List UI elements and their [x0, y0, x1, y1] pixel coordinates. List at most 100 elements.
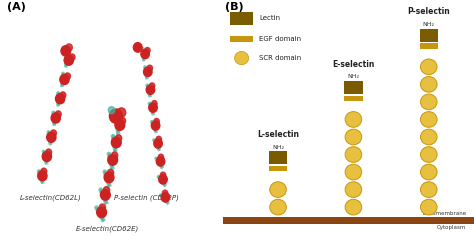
- Circle shape: [156, 157, 165, 166]
- Circle shape: [144, 67, 152, 77]
- Polygon shape: [42, 150, 48, 164]
- Circle shape: [163, 190, 168, 196]
- Circle shape: [151, 121, 160, 130]
- FancyBboxPatch shape: [344, 96, 363, 101]
- Circle shape: [420, 147, 437, 162]
- FancyBboxPatch shape: [223, 217, 474, 224]
- Circle shape: [149, 103, 157, 112]
- Circle shape: [133, 43, 142, 52]
- Text: (A): (A): [7, 2, 26, 12]
- Circle shape: [60, 92, 66, 98]
- FancyBboxPatch shape: [419, 29, 438, 42]
- Circle shape: [345, 199, 362, 215]
- Circle shape: [119, 118, 126, 124]
- Circle shape: [420, 77, 437, 92]
- Circle shape: [111, 137, 121, 148]
- Polygon shape: [151, 121, 157, 133]
- Circle shape: [55, 94, 65, 104]
- Circle shape: [116, 135, 122, 141]
- Circle shape: [100, 190, 110, 200]
- Circle shape: [141, 49, 149, 59]
- Circle shape: [154, 118, 159, 124]
- Circle shape: [61, 46, 71, 56]
- Text: EGF domain: EGF domain: [259, 36, 301, 42]
- Polygon shape: [116, 117, 120, 134]
- Circle shape: [235, 51, 249, 65]
- FancyBboxPatch shape: [269, 166, 287, 171]
- Circle shape: [108, 169, 114, 176]
- Circle shape: [420, 164, 437, 180]
- Polygon shape: [99, 188, 108, 204]
- Polygon shape: [160, 194, 169, 204]
- Circle shape: [108, 155, 118, 165]
- Circle shape: [99, 204, 106, 211]
- Circle shape: [270, 199, 286, 215]
- Circle shape: [146, 85, 155, 94]
- Circle shape: [154, 139, 162, 148]
- Circle shape: [345, 147, 362, 162]
- FancyBboxPatch shape: [230, 12, 253, 25]
- Text: E-selectin: E-selectin: [332, 60, 374, 69]
- Circle shape: [109, 109, 122, 123]
- Circle shape: [420, 129, 437, 145]
- Polygon shape: [157, 176, 166, 187]
- Polygon shape: [47, 131, 52, 145]
- Text: SCR domain: SCR domain: [259, 55, 301, 61]
- Polygon shape: [148, 102, 154, 115]
- FancyBboxPatch shape: [269, 151, 287, 164]
- Text: E-selectin(CD62E): E-selectin(CD62E): [75, 226, 139, 232]
- Circle shape: [270, 182, 286, 197]
- Circle shape: [111, 152, 118, 159]
- Text: NH₂: NH₂: [347, 74, 359, 79]
- Circle shape: [108, 107, 115, 114]
- Text: Transmembrane: Transmembrane: [421, 211, 466, 216]
- Polygon shape: [153, 139, 160, 151]
- Circle shape: [345, 182, 362, 197]
- Circle shape: [161, 193, 170, 202]
- Circle shape: [345, 112, 362, 127]
- Circle shape: [420, 94, 437, 110]
- Circle shape: [152, 101, 157, 107]
- FancyBboxPatch shape: [230, 36, 253, 42]
- Circle shape: [420, 182, 437, 197]
- Circle shape: [104, 172, 114, 183]
- Text: L-selectin(CD62L): L-selectin(CD62L): [19, 194, 82, 201]
- Circle shape: [420, 59, 437, 75]
- Polygon shape: [155, 157, 163, 169]
- Polygon shape: [57, 92, 59, 106]
- Polygon shape: [64, 53, 69, 67]
- Circle shape: [420, 199, 437, 215]
- Circle shape: [156, 136, 162, 142]
- Circle shape: [42, 151, 52, 162]
- Polygon shape: [107, 152, 114, 169]
- Text: P-selectin: P-selectin: [408, 7, 450, 16]
- Circle shape: [145, 47, 150, 53]
- Circle shape: [46, 149, 52, 155]
- Text: L-selectin: L-selectin: [257, 130, 299, 139]
- Circle shape: [160, 172, 166, 178]
- Circle shape: [149, 83, 155, 89]
- Circle shape: [159, 175, 167, 184]
- Text: (B): (B): [225, 2, 244, 12]
- Circle shape: [46, 132, 56, 142]
- Polygon shape: [103, 170, 111, 187]
- FancyBboxPatch shape: [344, 81, 363, 94]
- FancyBboxPatch shape: [419, 43, 438, 49]
- Circle shape: [97, 207, 107, 218]
- Text: P-selectin (CD62P): P-selectin (CD62P): [114, 194, 179, 201]
- Circle shape: [51, 130, 56, 136]
- Circle shape: [345, 129, 362, 145]
- Polygon shape: [111, 135, 117, 152]
- Circle shape: [147, 65, 153, 71]
- Polygon shape: [52, 111, 55, 125]
- Text: Cytoplasm: Cytoplasm: [437, 225, 466, 230]
- Circle shape: [64, 73, 71, 79]
- Circle shape: [115, 120, 125, 130]
- Polygon shape: [142, 48, 145, 61]
- Circle shape: [103, 187, 109, 193]
- Text: NH₂: NH₂: [423, 22, 435, 27]
- Circle shape: [38, 171, 47, 181]
- Circle shape: [51, 113, 60, 123]
- Polygon shape: [146, 84, 151, 97]
- Circle shape: [66, 44, 73, 51]
